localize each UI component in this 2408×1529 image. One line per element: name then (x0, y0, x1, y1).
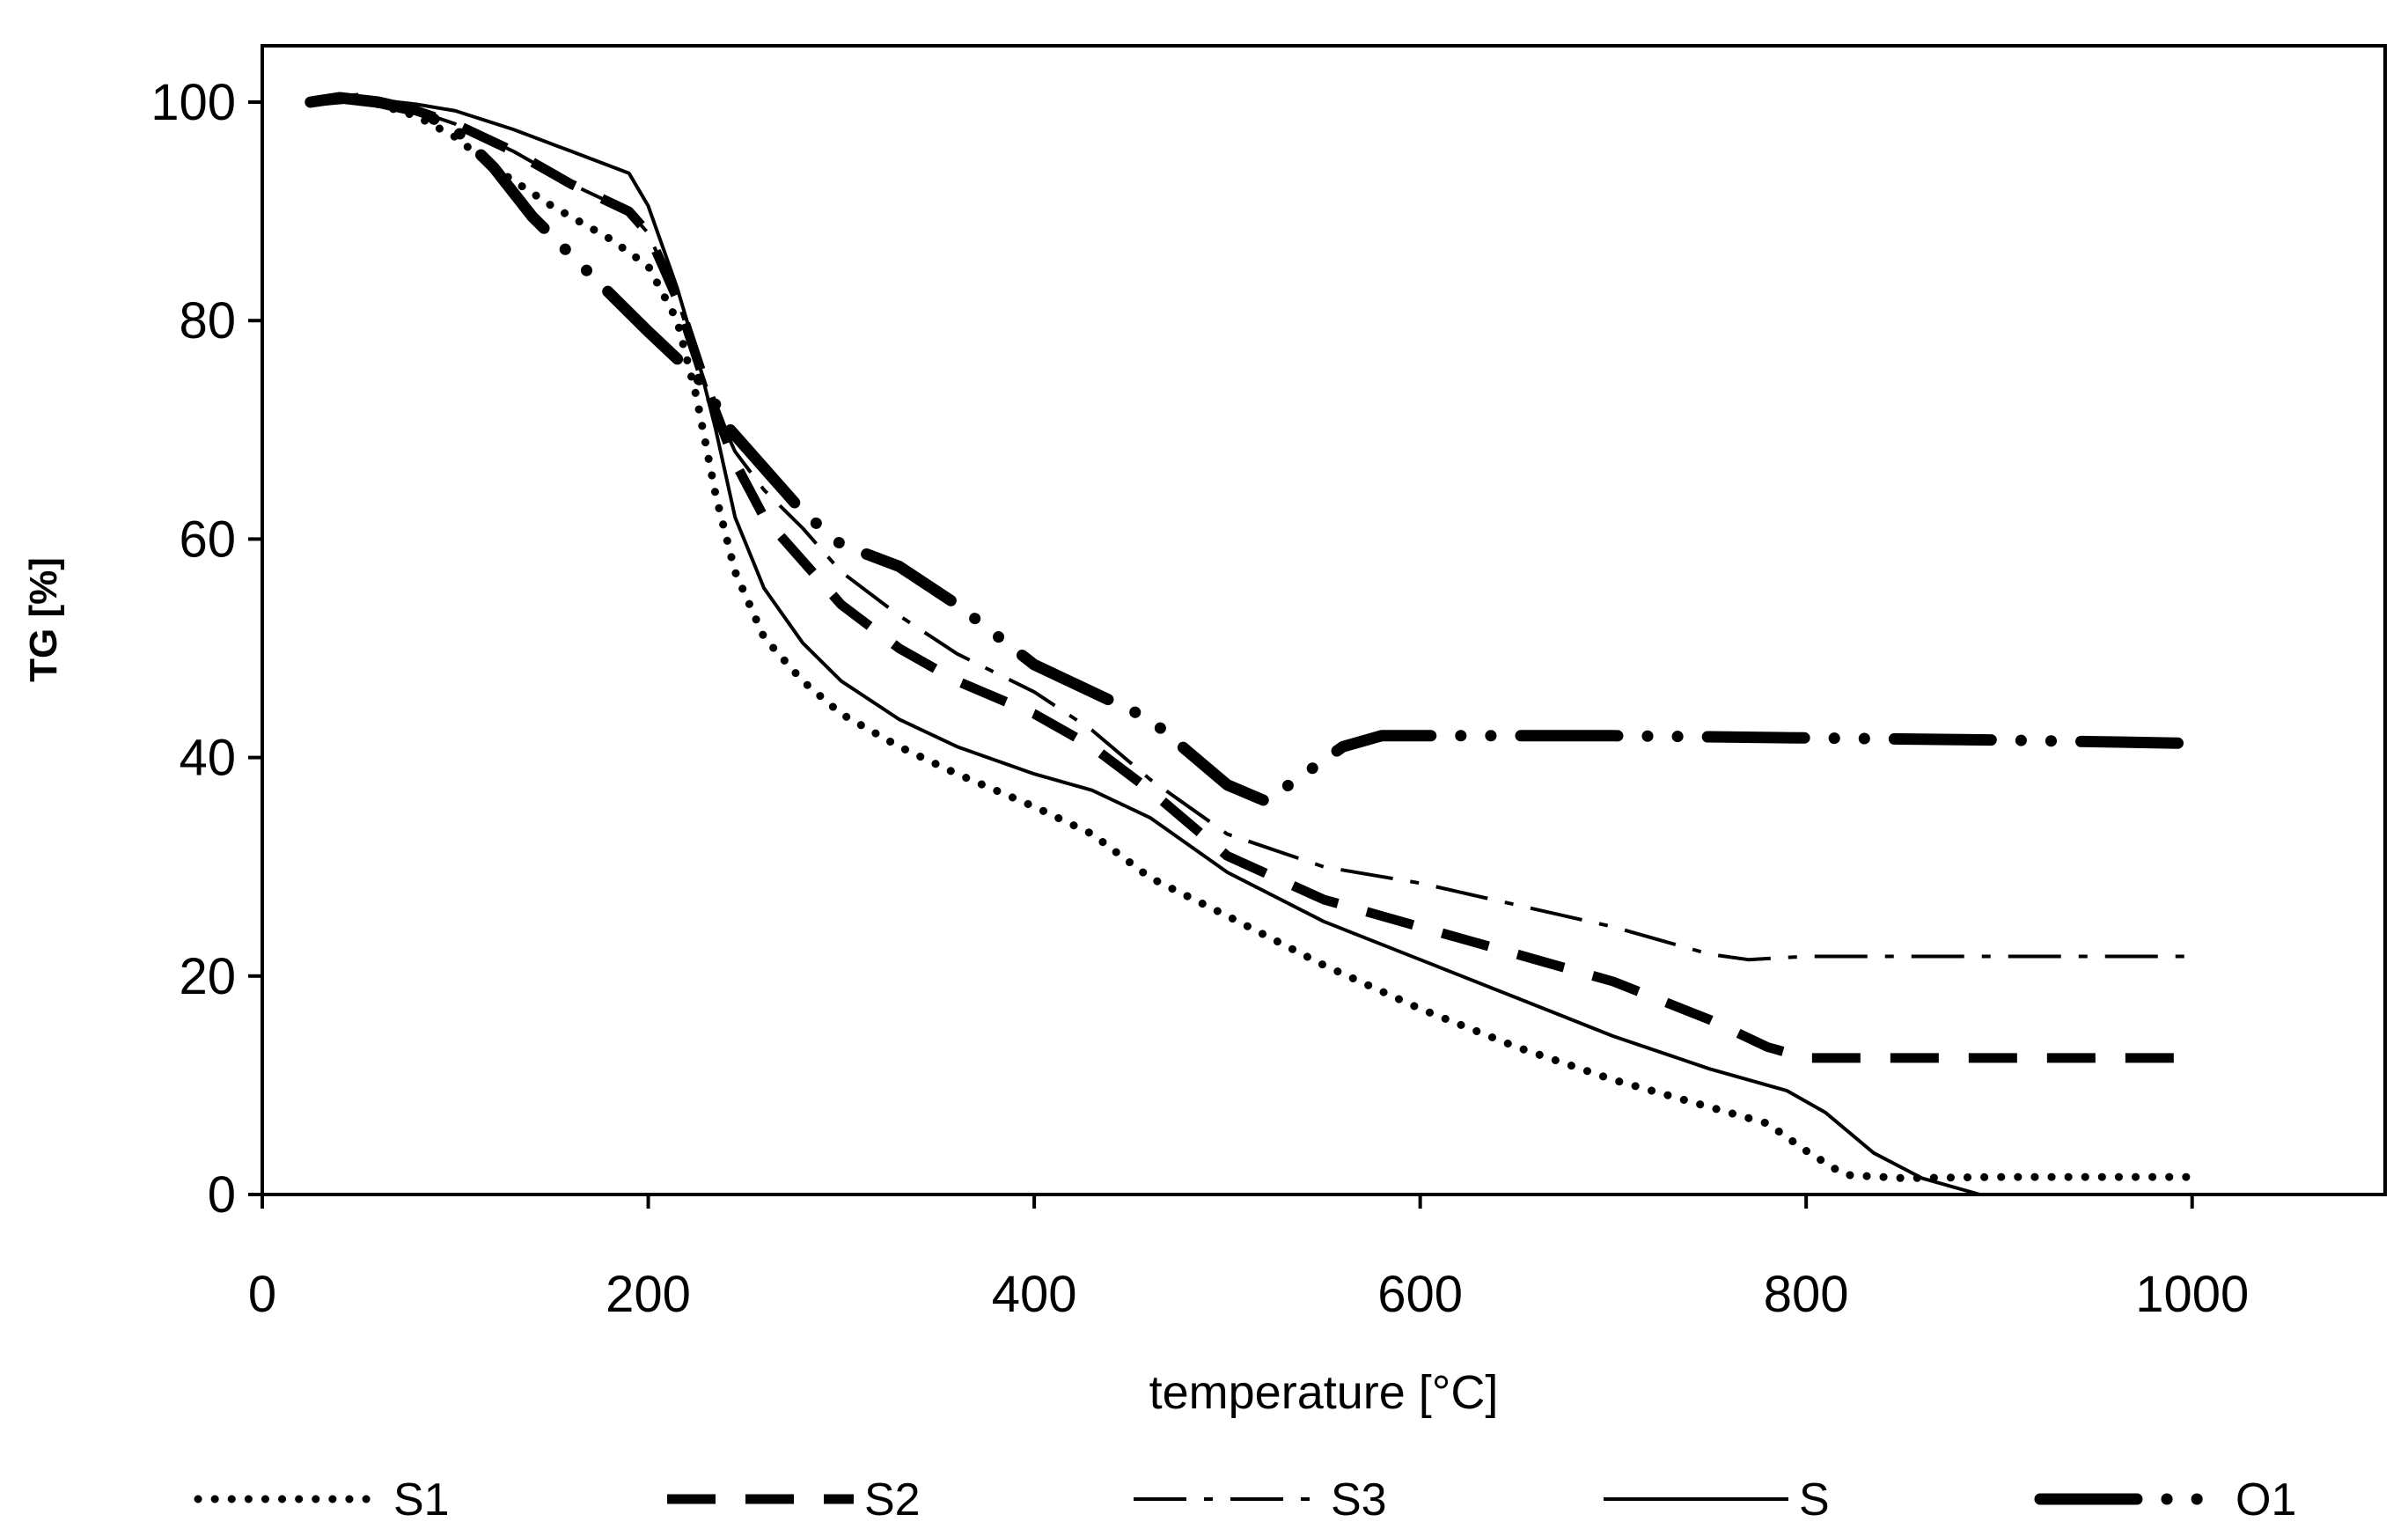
plot-area-frame (261, 44, 2387, 1196)
series-line-o1 (305, 92, 2199, 807)
x-tick-label: 1000 (2135, 1266, 2249, 1323)
x-tick-label: 400 (992, 1266, 1077, 1323)
series-line-s3 (310, 96, 2192, 962)
legend-label-s1: S1 (393, 1474, 450, 1525)
x-tick-label: 0 (248, 1266, 276, 1323)
series-line-s1 (306, 94, 2197, 1182)
y-tick-label: 40 (179, 730, 236, 787)
y-tick-label: 60 (179, 511, 236, 568)
series-line-s (310, 96, 1981, 1196)
legend-label-s3: S3 (1331, 1474, 1387, 1525)
x-tick-label: 600 (1377, 1266, 1463, 1323)
y-axis-title: TG [%] (22, 557, 65, 682)
y-tick-label: 20 (179, 948, 236, 1005)
y-tick-label: 80 (179, 292, 236, 349)
y-tick-label: 0 (208, 1166, 236, 1224)
legend-label-s: S (1799, 1474, 1830, 1525)
x-tick-label: 200 (606, 1266, 691, 1323)
legend-label-s2: S2 (864, 1474, 921, 1525)
x-tick-label: 800 (1764, 1266, 1849, 1323)
x-axis-title: temperature [°C] (1149, 1366, 1499, 1419)
legend-label-o1: O1 (2235, 1474, 2296, 1525)
legend: S1 S2 S3 S O1 (194, 1474, 2296, 1525)
series-layer (305, 92, 2199, 1196)
y-tick-label: 100 (150, 74, 236, 131)
